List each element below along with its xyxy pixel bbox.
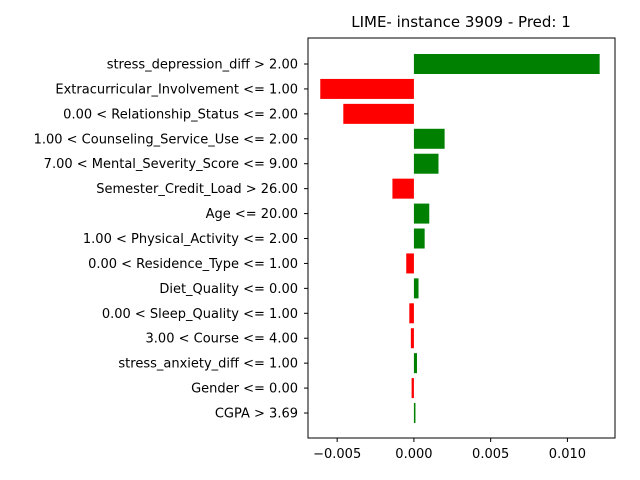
y-tick-label: Semester_Credit_Load > 26.00 — [96, 182, 298, 197]
y-tick-label: Age <= 20.00 — [206, 207, 298, 222]
y-tick-label: Extracurricular_Involvement <= 1.00 — [55, 82, 298, 97]
bar — [413, 228, 425, 249]
y-tick-label: Gender <= 0.00 — [191, 382, 298, 397]
y-tick-label: 7.00 < Mental_Severity_Score <= 9.00 — [44, 157, 298, 172]
y-tick-label: 0.00 < Relationship_Status <= 2.00 — [63, 107, 298, 122]
plot-frame — [307, 37, 616, 439]
y-tick-label: 1.00 < Physical_Activity <= 2.00 — [83, 232, 298, 247]
bar — [409, 303, 414, 324]
x-ticks: −0.005 0.000 0.005 0.010 — [313, 438, 586, 462]
bar — [411, 378, 414, 399]
bar — [320, 78, 414, 99]
bar — [413, 403, 416, 424]
x-tick-label: 0.010 — [549, 447, 586, 462]
bar — [413, 278, 419, 299]
y-tick-labels: stress_depression_diff > 2.00 Extracurric… — [34, 58, 308, 422]
y-tick-label: CGPA > 3.69 — [215, 407, 298, 422]
y-tick-label: 3.00 < Course <= 4.00 — [146, 332, 298, 347]
chart-title: LIME- instance 3909 - Pred: 1 — [351, 13, 571, 31]
bar — [406, 253, 414, 274]
bar — [343, 103, 414, 124]
y-tick-label: 1.00 < Counseling_Service_Use <= 2.00 — [34, 132, 298, 147]
bars-group — [320, 54, 600, 424]
y-tick-label: 0.00 < Sleep_Quality <= 1.00 — [102, 307, 298, 322]
bar — [413, 54, 600, 74]
x-tick-label: 0.005 — [472, 447, 509, 462]
bar — [410, 328, 414, 349]
bar — [413, 353, 417, 374]
x-tick-label: −0.005 — [313, 447, 361, 462]
bar — [413, 153, 439, 174]
y-tick-label: stress_depression_diff > 2.00 — [107, 58, 298, 73]
y-tick-label: stress_anxiety_diff <= 1.00 — [118, 357, 298, 372]
x-tick-label: 0.000 — [395, 447, 432, 462]
bar — [413, 128, 445, 149]
y-tick-label: 0.00 < Residence_Type <= 1.00 — [88, 257, 298, 272]
bar — [413, 203, 430, 224]
y-tick-label: Diet_Quality <= 0.00 — [159, 282, 298, 297]
bar — [392, 178, 414, 199]
